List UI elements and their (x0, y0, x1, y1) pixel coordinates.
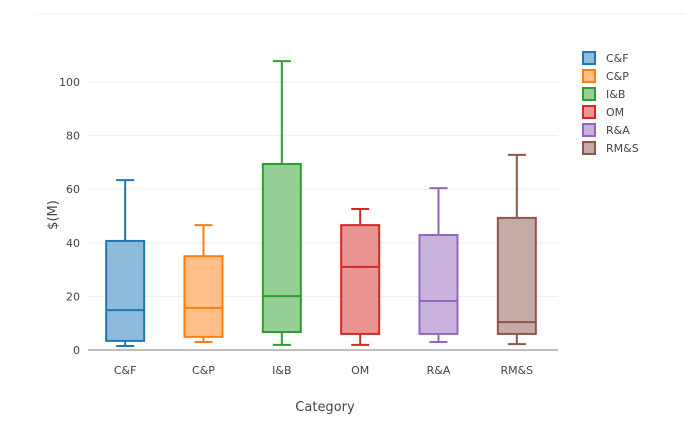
x-tick-labels: C&F C&P I&B OM R&A RM&S (114, 364, 533, 377)
legend-label: I&B (606, 88, 625, 101)
legend-label: C&F (606, 52, 629, 65)
y-tick-label: 20 (66, 290, 80, 303)
x-tick-label: C&F (114, 364, 137, 377)
y-tick-labels: 0 20 40 60 80 100 (59, 76, 80, 357)
x-axis-title: Category (295, 400, 355, 415)
iqr-box (183, 255, 224, 338)
legend-label: OM (606, 106, 624, 119)
box-ib (261, 60, 302, 346)
legend: C&F C&P I&B OM R&A RM&S (582, 51, 639, 155)
box-cf (105, 179, 146, 347)
iqr-box (418, 234, 459, 335)
box-ra (418, 187, 459, 343)
x-tick-label: C&P (192, 364, 215, 377)
y-tick-label: 60 (66, 183, 80, 196)
x-tick-label: OM (351, 364, 369, 377)
y-tick-label: 0 (73, 344, 80, 357)
y-axis-title: $(M) (46, 200, 61, 230)
x-tick-label: I&B (272, 364, 291, 377)
iqr-box (496, 216, 537, 335)
legend-label: R&A (606, 124, 630, 137)
legend-swatch (582, 87, 596, 101)
legend-label: C&P (606, 70, 629, 83)
legend-swatch (582, 69, 596, 83)
legend-swatch (582, 51, 596, 65)
gridlines (88, 81, 558, 297)
iqr-box (261, 163, 302, 334)
legend-swatch (582, 141, 596, 155)
y-tick-label: 40 (66, 237, 80, 250)
legend-swatch (582, 105, 596, 119)
boxes (105, 60, 537, 347)
iqr-box (340, 224, 381, 335)
box-rms (496, 153, 537, 346)
y-tick-label: 100 (59, 76, 80, 89)
iqr-box (105, 239, 146, 342)
box-om (340, 208, 381, 346)
y-tick-label: 80 (66, 130, 80, 143)
x-tick-label: RM&S (500, 364, 533, 377)
legend-swatch (582, 123, 596, 137)
x-tick-label: R&A (427, 364, 451, 377)
box-cp (183, 224, 224, 343)
legend-label: RM&S (606, 142, 639, 155)
